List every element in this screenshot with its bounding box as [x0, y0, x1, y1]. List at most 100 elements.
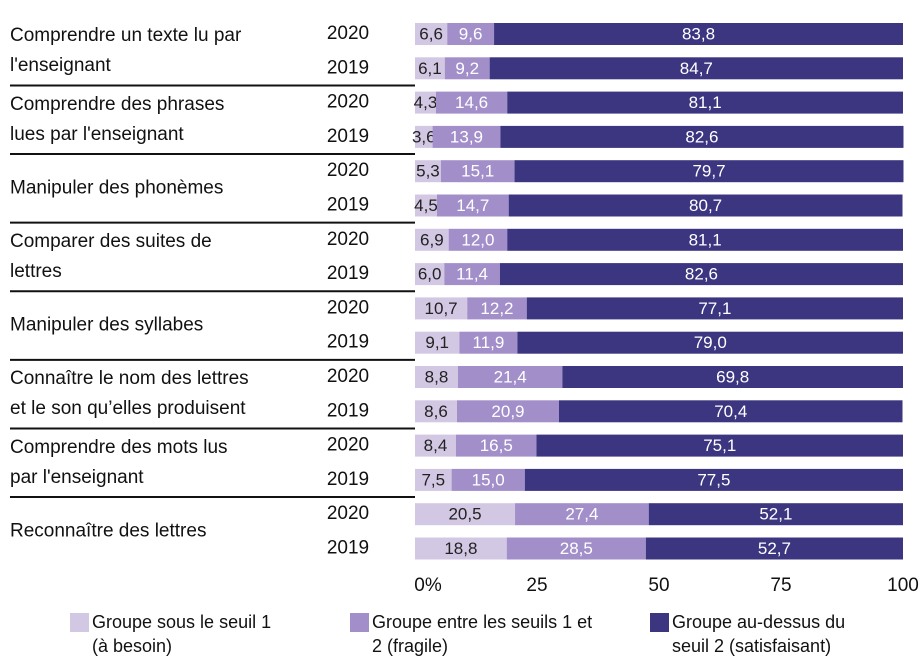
year-label: 2019: [327, 400, 369, 421]
value-label: 52,1: [759, 505, 792, 524]
bar-segment: [507, 91, 903, 114]
year-label: 2020: [327, 92, 369, 113]
value-label: 6,0: [418, 265, 442, 284]
bar-segment: [459, 331, 518, 354]
bar-segment: [415, 194, 437, 217]
year-label: 2020: [327, 435, 369, 456]
value-label: 83,8: [682, 24, 715, 43]
year-label: 2020: [327, 366, 369, 387]
bar-segment: [415, 263, 445, 286]
bar-segment: [415, 125, 433, 148]
bar-segment: [415, 468, 452, 491]
bar-segment: [415, 91, 436, 114]
bar-segment: [415, 160, 441, 183]
bar-segment: [415, 434, 456, 457]
bar-segment: [514, 160, 904, 183]
bar-segment: [457, 366, 563, 388]
year-label: 2020: [327, 229, 369, 250]
bar-segment: [440, 160, 515, 183]
value-label: 9,6: [459, 24, 483, 43]
value-label: 52,7: [758, 539, 791, 558]
value-label: 82,6: [685, 127, 718, 146]
bar-segment: [489, 57, 903, 80]
value-label: 15,0: [472, 470, 505, 489]
group-label: Comprendre des phrases: [10, 94, 224, 115]
bar-segment: [415, 537, 507, 560]
bar-segment: [415, 503, 516, 526]
value-label: 9,1: [425, 333, 449, 352]
group-label: l'enseignant: [10, 55, 112, 76]
value-label: 8,4: [424, 436, 448, 455]
value-label: 8,6: [424, 402, 448, 421]
bar-segment: [499, 263, 903, 286]
value-label: 21,4: [494, 367, 527, 386]
bar-segment: [508, 194, 903, 217]
legend-item: Groupe sous le seuil 1 (à besoin): [70, 610, 300, 658]
year-label: 2020: [327, 23, 369, 44]
year-label: 2019: [327, 332, 369, 353]
value-label: 15,1: [461, 162, 494, 181]
bar-segment: [456, 400, 559, 423]
group-label: et le son qu’elles produisent: [10, 398, 246, 419]
bar-segment: [415, 228, 449, 251]
value-label: 79,0: [694, 333, 727, 352]
year-label: 2019: [327, 469, 369, 490]
value-label: 70,4: [714, 402, 747, 421]
bar-segment: [515, 503, 649, 526]
bar-segment: [415, 331, 460, 354]
value-label: 81,1: [689, 230, 722, 249]
chart: 2020 6,6 9,6 83,8 2019 6,1 9,2 84,7 2020 4,3 14,6 8…: [10, 23, 919, 596]
value-label: 12,0: [461, 230, 494, 249]
year-label: 2020: [327, 160, 369, 181]
bar-segment: [455, 434, 537, 457]
legend-label: Groupe au-dessus du seuil 2 (satisfaisan…: [672, 612, 846, 656]
x-tick-label: 25: [526, 575, 547, 596]
value-label: 75,1: [703, 436, 736, 455]
bar-segment: [415, 23, 448, 45]
value-label: 77,5: [697, 470, 730, 489]
value-label: 5,3: [416, 162, 440, 181]
legend-swatch: [650, 613, 669, 632]
bar-segment: [507, 228, 903, 251]
x-tick-label: 0%: [414, 575, 442, 596]
group-label: Connaître le nom des lettres: [10, 368, 249, 389]
bar-segment: [415, 57, 445, 80]
value-label: 84,7: [680, 59, 713, 78]
bar-segment: [444, 263, 500, 286]
value-label: 69,8: [716, 367, 749, 386]
group-label: Comparer des suites de: [10, 231, 212, 252]
group-label: lues par l'enseignant: [10, 124, 184, 145]
group-label: Comprendre un texte lu par: [10, 25, 242, 46]
value-label: 13,9: [450, 127, 483, 146]
x-tick-label: 75: [770, 575, 791, 596]
legend-label: Groupe entre les seuils 1 et 2 (fragile): [372, 612, 593, 656]
bar-segment: [432, 125, 501, 148]
bar-segment: [447, 23, 495, 45]
x-tick-label: 50: [648, 575, 669, 596]
value-label: 28,5: [560, 539, 593, 558]
value-label: 80,7: [689, 196, 722, 215]
bar-segment: [415, 366, 458, 388]
value-label: 14,6: [455, 93, 488, 112]
value-label: 79,7: [692, 162, 725, 181]
bar-segment: [526, 297, 903, 320]
legend-item: Groupe entre les seuils 1 et 2 (fragile): [350, 610, 610, 658]
year-label: 2020: [327, 503, 369, 524]
bar-segment: [558, 400, 903, 423]
bar-segment: [648, 503, 903, 526]
x-tick-label: 100: [887, 575, 919, 596]
year-label: 2019: [327, 538, 369, 559]
value-label: 20,5: [448, 505, 481, 524]
value-label: 4,3: [414, 93, 438, 112]
year-label: 2019: [327, 195, 369, 216]
bar-segment: [435, 91, 508, 114]
year-label: 2019: [327, 126, 369, 147]
bar-segment: [415, 400, 457, 423]
bar-segment: [562, 366, 903, 388]
bar-segment: [436, 194, 509, 217]
bar-segment: [517, 331, 903, 354]
value-label: 81,1: [689, 93, 722, 112]
value-label: 18,8: [444, 539, 477, 558]
bar-segment: [645, 537, 903, 560]
bar-segment: [448, 228, 508, 251]
